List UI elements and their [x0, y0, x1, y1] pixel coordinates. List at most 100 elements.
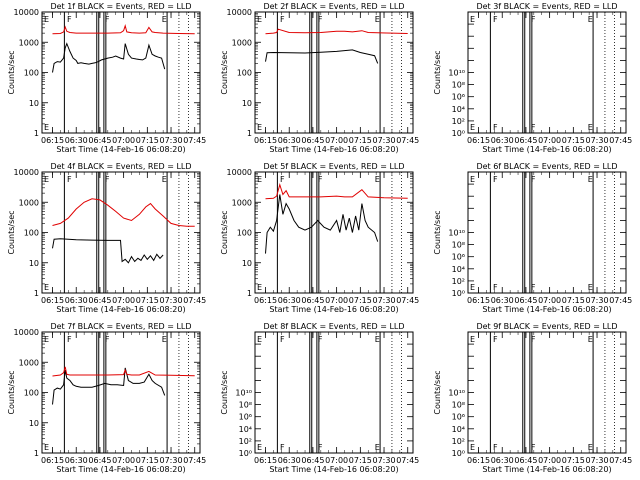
x-tick-label: 07:00 — [112, 456, 135, 465]
plot-frame — [41, 331, 201, 454]
marker-letter: E — [44, 123, 49, 132]
x-tick-label: 07:15 — [562, 136, 585, 145]
lld-series-line — [265, 28, 408, 35]
marker-letter: E — [162, 15, 167, 24]
x-tick-label: 07:45 — [396, 136, 419, 145]
panel-4: Det 4f BLACK = Events, RED = LLD 1 10 100 10… — [7, 162, 206, 314]
x-tick-label: 06:45 — [88, 456, 111, 465]
marker-letter: E — [470, 15, 475, 24]
x-tick-label: 06:45 — [514, 456, 537, 465]
x-tick-label: 06:15 — [41, 136, 64, 145]
y-tick-label: 100 — [24, 389, 39, 398]
y-tick-label: 10² — [239, 437, 252, 446]
x-tick-label: 07:00 — [325, 296, 348, 305]
panel-title: Det 2f BLACK = Events, RED = LLD — [263, 2, 404, 11]
plot-frame — [467, 331, 627, 454]
x-tick-label: 06:45 — [88, 296, 111, 305]
y-tick-label: 10⁰ — [452, 129, 465, 138]
x-tick-label: 06:45 — [514, 296, 537, 305]
marker-letter: F — [493, 443, 498, 452]
plot-frame — [254, 11, 414, 134]
y-tick-label: 10⁶ — [452, 93, 465, 102]
x-tick-label: 06:30 — [491, 456, 514, 465]
panel-title: Det 3f BLACK = Events, RED = LLD — [476, 2, 617, 11]
y-tick-label: 10000 — [14, 168, 39, 177]
y-tick-label: 1 — [247, 289, 252, 298]
x-tick-label: 07:00 — [538, 296, 561, 305]
panel-title: Det 1f BLACK = Events, RED = LLD — [50, 2, 191, 11]
x-tick-label: 07:45 — [183, 296, 206, 305]
marker-letter: F — [67, 15, 72, 24]
x-tick-label: 07:45 — [396, 296, 419, 305]
plot-frame — [467, 171, 627, 294]
x-tick-label: 06:30 — [65, 136, 88, 145]
y-tick-label: 10000 — [227, 8, 252, 17]
x-tick-label: 06:15 — [41, 456, 64, 465]
x-tick-label: 06:30 — [491, 136, 514, 145]
x-tick-label: 06:45 — [88, 136, 111, 145]
y-tick-label: 100 — [237, 229, 252, 238]
marker-letter: E — [162, 175, 167, 184]
marker-letter: E — [470, 123, 475, 132]
x-axis-label: Start Time (14-Feb-16 06:08:20) — [56, 465, 185, 474]
panel-title: Det 8f BLACK = Events, RED = LLD — [263, 322, 404, 331]
panel-title: Det 4f BLACK = Events, RED = LLD — [50, 162, 191, 171]
x-axis-label: Start Time (14-Feb-16 06:08:20) — [269, 145, 398, 154]
plot-frame — [41, 171, 201, 294]
events-series-line — [265, 194, 379, 254]
marker-letter: E — [162, 335, 167, 344]
marker-letter: F — [493, 283, 498, 292]
x-tick-label: 07:00 — [538, 456, 561, 465]
y-tick-label: 10 — [29, 259, 39, 268]
y-tick-label: 1 — [34, 129, 39, 138]
marker-letter: F — [493, 15, 498, 24]
y-tick-label: 10² — [452, 117, 465, 126]
y-tick-label: 100 — [24, 69, 39, 78]
x-tick-label: 07:15 — [136, 456, 159, 465]
x-tick-label: 07:15 — [136, 296, 159, 305]
x-tick-label: 07:00 — [112, 296, 135, 305]
marker-letter: F — [280, 443, 285, 452]
y-axis-label: Counts/sec — [220, 370, 229, 414]
x-tick-label: 06:30 — [491, 296, 514, 305]
y-tick-label: 10⁴ — [452, 105, 465, 114]
marker-letter: F — [280, 15, 285, 24]
x-tick-label: 07:30 — [373, 296, 396, 305]
marker-letter: F — [105, 175, 110, 184]
y-tick-label: 10⁰ — [452, 449, 465, 458]
y-axis-label: Counts/sec — [433, 370, 442, 414]
y-tick-label: 10⁶ — [452, 253, 465, 262]
marker-letter: F — [318, 443, 323, 452]
x-tick-label: 07:45 — [183, 136, 206, 145]
x-tick-label: 07:30 — [160, 296, 183, 305]
x-tick-label: 06:15 — [254, 456, 277, 465]
y-tick-label: 1 — [247, 129, 252, 138]
x-tick-label: 06:15 — [41, 296, 64, 305]
y-tick-label: 10 — [242, 99, 252, 108]
marker-letter: F — [280, 175, 285, 184]
x-tick-label: 06:45 — [301, 136, 324, 145]
marker-letter: E — [257, 283, 262, 292]
marker-letter: F — [531, 15, 536, 24]
y-tick-label: 10⁴ — [239, 425, 252, 434]
x-tick-label: 06:45 — [514, 136, 537, 145]
marker-letter: F — [493, 335, 498, 344]
y-axis-label: Counts/sec — [433, 210, 442, 254]
x-tick-label: 06:30 — [65, 296, 88, 305]
x-axis-label: Start Time (14-Feb-16 06:08:20) — [56, 305, 185, 314]
y-tick-label: 1000 — [232, 198, 252, 207]
x-tick-label: 07:15 — [349, 296, 372, 305]
y-tick-label: 10000 — [227, 168, 252, 177]
marker-letter: E — [44, 15, 49, 24]
x-tick-label: 07:15 — [349, 456, 372, 465]
panel-7: Det 7f BLACK = Events, RED = LLD 1 10 100 10… — [7, 322, 206, 474]
x-tick-label: 07:30 — [160, 456, 183, 465]
x-tick-label: 07:00 — [538, 136, 561, 145]
y-tick-label: 10 — [29, 99, 39, 108]
y-tick-label: 1000 — [19, 38, 39, 47]
x-tick-label: 06:15 — [467, 136, 490, 145]
x-tick-label: 07:45 — [609, 296, 632, 305]
x-tick-label: 07:45 — [183, 456, 206, 465]
x-axis-label: Start Time (14-Feb-16 06:08:20) — [56, 145, 185, 154]
